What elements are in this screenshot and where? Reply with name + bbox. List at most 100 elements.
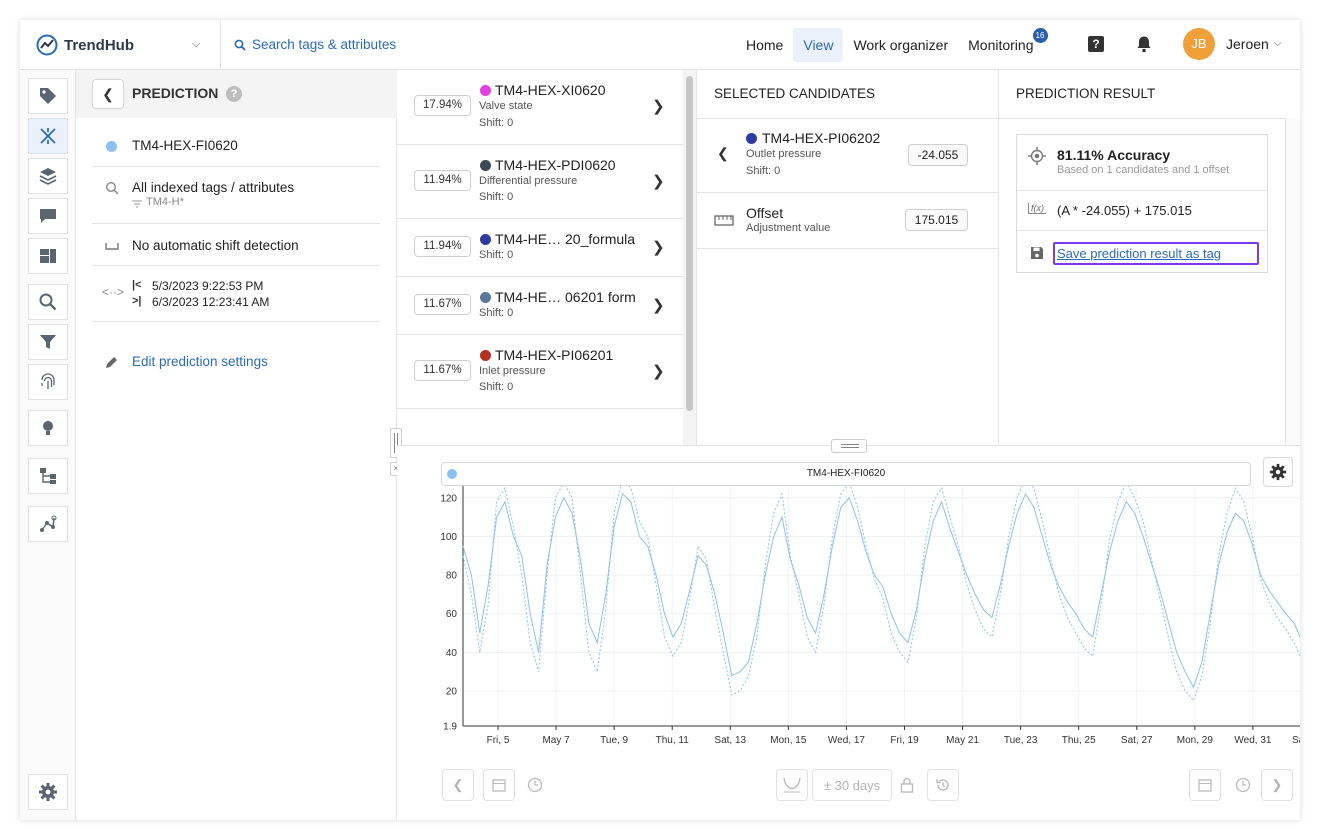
search-scope-label: All indexed tags / attributes: [132, 180, 295, 195]
chart-settings-button[interactable]: [1263, 457, 1293, 487]
candidate-color-dot: [480, 292, 491, 303]
search-tags-input[interactable]: Search tags & attributes: [234, 37, 396, 52]
chart-prev-button[interactable]: ❮: [442, 769, 474, 801]
candidate-description: Valve state: [479, 100, 533, 112]
time-range-row[interactable]: <··> |< 5/3/2023 9:22:53 PM >| 6/3/2023 …: [92, 266, 380, 322]
candidate-shift: Shift: 0: [479, 307, 514, 319]
icon-sidebar: [20, 70, 76, 820]
search-icon: [234, 39, 246, 51]
y-tick-label: 100: [440, 532, 457, 543]
x-tick-label: Thu, 25: [1062, 735, 1096, 746]
candidate-item[interactable]: 11.67% TM4-HEX-PI06201 Inlet pressure Sh…: [397, 335, 683, 409]
chart-legend[interactable]: TM4-HEX-FI0620: [441, 462, 1251, 486]
save-prediction-as-tag-link[interactable]: Save prediction result as tag: [1053, 242, 1259, 265]
help-icon[interactable]: ?: [1088, 36, 1104, 52]
filter-icon[interactable]: [28, 324, 68, 360]
prediction-icon[interactable]: [28, 118, 68, 154]
nav-monitoring[interactable]: Monitoring 16: [958, 28, 1048, 62]
target-tag-name: TM4-HEX-FI0620: [132, 138, 238, 153]
offset-desc: Adjustment value: [746, 222, 831, 234]
comment-icon[interactable]: [28, 198, 68, 234]
range-selector[interactable]: ± 30 days: [812, 769, 892, 801]
chevron-right-icon: ❯: [652, 98, 665, 115]
x-tick-label: Fri, 19: [890, 735, 919, 746]
clock-icon[interactable]: [519, 769, 551, 801]
edit-prediction-settings-link[interactable]: Edit prediction settings: [132, 354, 268, 369]
chevron-left-icon[interactable]: ❮: [717, 145, 729, 161]
x-tick-label: Sat, 13: [714, 735, 746, 746]
x-tick-label: Thu, 11: [656, 735, 690, 746]
lock-icon[interactable]: [893, 769, 921, 801]
prediction-series-line: [462, 486, 1300, 702]
target-icon: [1028, 147, 1046, 165]
user-avatar[interactable]: JB: [1183, 28, 1215, 60]
calendar-icon[interactable]: [483, 769, 515, 801]
tag-icon[interactable]: [28, 78, 68, 114]
app-logo[interactable]: TrendHub: [36, 34, 134, 56]
help-icon[interactable]: ?: [226, 86, 242, 102]
y-tick-label: 40: [446, 648, 458, 659]
shift-detection-row[interactable]: No automatic shift detection: [92, 224, 380, 266]
chevron-down-icon[interactable]: ⌵: [192, 38, 201, 50]
candidate-color-dot: [480, 85, 491, 96]
candidate-item[interactable]: 11.94% TM4-HEX-PDI0620 Differential pres…: [397, 145, 683, 219]
search-scope-row[interactable]: All indexed tags / attributes TM4-H*: [92, 167, 380, 224]
chevron-right-icon: ❯: [652, 239, 665, 256]
nav-home[interactable]: Home: [746, 37, 784, 53]
curve-fit-icon[interactable]: [776, 769, 808, 801]
chevron-down-icon[interactable]: ⌵: [1274, 38, 1282, 49]
prediction-result-panel: PREDICTION RESULT 81.11% Accuracy Based …: [999, 70, 1300, 445]
y-tick-label: 120: [440, 493, 457, 504]
range-end: 6/3/2023 12:23:41 AM: [152, 295, 270, 309]
bell-icon[interactable]: [1136, 35, 1152, 53]
graph-icon[interactable]: [28, 506, 68, 542]
nav-work-organizer[interactable]: Work organizer: [853, 37, 949, 53]
candidate-scrollbar[interactable]: [683, 70, 697, 445]
offset-row[interactable]: Offset Adjustment value 175.015: [697, 193, 999, 249]
candidate-item[interactable]: 17.94% TM4-HEX-XI0620 Valve state Shift:…: [397, 70, 683, 145]
scrollbar-thumb[interactable]: [686, 76, 693, 411]
layers-icon[interactable]: [28, 158, 68, 194]
coefficient-value-field[interactable]: -24.055: [908, 144, 968, 166]
dashboard-icon[interactable]: [28, 238, 68, 274]
search-icon: [105, 181, 119, 195]
shift-detection-label: No automatic shift detection: [132, 238, 299, 253]
offset-value-field[interactable]: 175.015: [905, 209, 968, 231]
lightbulb-icon[interactable]: [28, 410, 68, 446]
y-tick-label: 80: [446, 571, 458, 582]
x-tick-label: Mon, 15: [770, 735, 807, 746]
candidate-item[interactable]: 11.94% TM4-HE… 20_formula Shift: 0 ❯: [397, 219, 683, 277]
tag-color-dot: [106, 141, 117, 152]
shift-bracket-icon: [105, 243, 119, 250]
selected-candidate-row[interactable]: ❮ TM4-HEX-PI06202 Outlet pressure Shift:…: [697, 119, 999, 193]
prediction-result-title: PREDICTION RESULT: [1016, 86, 1156, 101]
search-icon[interactable]: [28, 284, 68, 320]
fingerprint-icon[interactable]: [28, 364, 68, 400]
candidate-item[interactable]: 11.67% TM4-HE… 06201 form Shift: 0 ❯: [397, 277, 683, 335]
settings-gear-icon[interactable]: [28, 774, 68, 810]
hierarchy-icon[interactable]: [28, 458, 68, 494]
back-button[interactable]: ❮: [92, 79, 124, 109]
header-divider: [999, 118, 1285, 119]
nav-monitoring-label: Monitoring: [968, 37, 1034, 53]
clock-icon[interactable]: [1227, 769, 1259, 801]
x-tick-label: Wed, 17: [828, 735, 865, 746]
candidate-percentage: 17.94%: [414, 95, 471, 116]
calendar-icon[interactable]: [1189, 769, 1221, 801]
pencil-icon[interactable]: [105, 355, 119, 369]
app-window: TrendHub ⌵ Search tags & attributes Home…: [20, 20, 1300, 820]
user-name[interactable]: Jeroen: [1226, 36, 1269, 52]
formula-row: f(x) (A * -24.055) + 175.015: [1017, 191, 1267, 231]
result-scrollbar[interactable]: [1285, 118, 1300, 445]
legend-series-name: TM4-HEX-FI0620: [806, 468, 886, 479]
chart-next-button[interactable]: ❯: [1261, 769, 1293, 801]
ruler-icon: [714, 215, 734, 226]
vertical-resize-handle[interactable]: [831, 439, 867, 453]
nav-view[interactable]: View: [793, 28, 844, 62]
accuracy-subtext: Based on 1 candidates and 1 offset: [1057, 164, 1230, 176]
history-icon[interactable]: [927, 769, 959, 801]
chevron-right-icon: ❯: [652, 363, 665, 380]
accuracy-row: 81.11% Accuracy Based on 1 candidates an…: [1017, 135, 1267, 191]
target-tag-row[interactable]: TM4-HEX-FI0620: [92, 118, 380, 167]
